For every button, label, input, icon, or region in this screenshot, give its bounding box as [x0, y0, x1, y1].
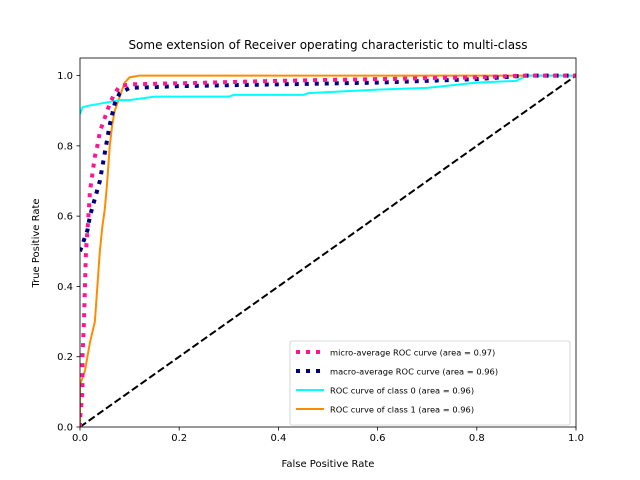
x-axis-label: False Positive Rate [282, 459, 375, 470]
y-tick-label: 0.8 [57, 141, 73, 152]
chart-title: Some extension of Receiver operating cha… [128, 38, 527, 52]
x-tick-label: 1.0 [568, 433, 584, 444]
legend-box [289, 340, 571, 426]
plot-area [80, 73, 576, 427]
y-tick-label: 0.6 [57, 212, 73, 223]
legend: micro-average ROC curve (area = 0.97) mac… [289, 340, 571, 426]
legend-label: ROC curve of class 1 (area = 0.96) [330, 405, 474, 415]
x-tick-label: 0.0 [72, 433, 88, 444]
x-tick-label: 0.4 [270, 433, 286, 444]
y-tick-label: 0.0 [57, 423, 73, 434]
y-tick-label: 0.2 [57, 352, 73, 363]
legend-label: micro-average ROC curve (area = 0.97) [330, 348, 495, 358]
series-line-3 [80, 74, 576, 427]
x-tick-label: 0.2 [171, 433, 187, 444]
series-line-4 [80, 74, 576, 427]
y-tick-label: 1.0 [57, 71, 73, 82]
series-line-0 [80, 73, 576, 427]
series-line-1 [80, 73, 576, 252]
axes-frame [79, 57, 577, 428]
y-axis-label: True Positive Rate [31, 198, 42, 288]
legend-label: macro-average ROC curve (area = 0.96) [330, 367, 498, 377]
series-line-2 [80, 74, 576, 115]
axes: 0.0 0.2 0.4 0.6 0.8 1.0 0.0 0.2 0.4 0.6 0.8 1.0 [57, 57, 584, 444]
legend-label: ROC curve of class 0 (area = 0.96) [330, 386, 474, 396]
x-tick-label: 0.8 [469, 433, 485, 444]
y-tick-label: 0.4 [57, 282, 73, 293]
x-tick-label: 0.6 [370, 433, 386, 444]
